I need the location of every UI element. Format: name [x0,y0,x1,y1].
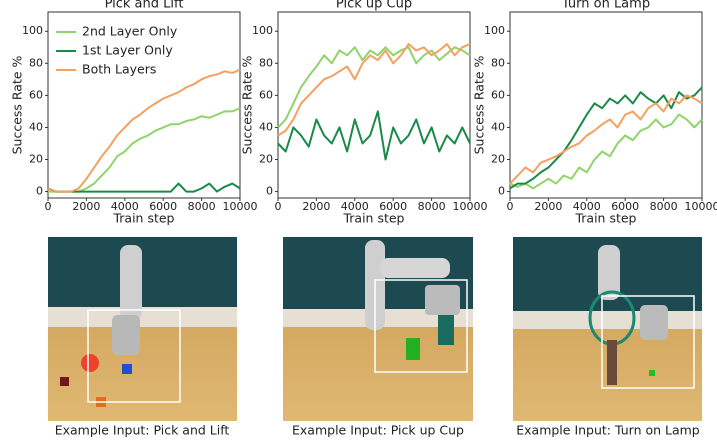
x-tick-label: 10000 [223,200,258,213]
y-axis-label: Success Rate % [472,55,487,154]
plot-frame [47,11,241,199]
series-line [509,86,703,190]
x-tick-label: 0 [45,200,52,213]
y-tick-label: 40 [29,120,43,133]
x-tick-label: 2000 [72,200,100,213]
y-tick-label: 20 [491,153,505,166]
x-tick-label: 4000 [111,200,139,213]
plot-frame [277,11,471,199]
y-tick-label: 20 [259,153,273,166]
y-tick-label: 0 [36,185,43,198]
y-tick-label: 0 [266,185,273,198]
legend-label: 1st Layer Only [82,43,173,58]
x-axis-label: Train step [574,211,636,226]
x-tick-label: 2000 [302,200,330,213]
series-line [509,113,703,190]
x-tick-label: 10000 [685,200,717,213]
x-tick-label: 6000 [149,200,177,213]
y-tick-label: 40 [491,120,505,133]
example-image [283,237,473,421]
x-tick-label: 2000 [534,200,562,213]
y-tick-label: 20 [29,153,43,166]
x-axis-label: Train step [112,211,174,226]
series-line [277,46,471,129]
y-axis-label: Success Rate % [10,55,25,154]
x-tick-label: 10000 [453,200,488,213]
chart-title: Pick and Lift [105,0,184,12]
y-tick-label: 80 [491,56,505,69]
x-tick-label: 6000 [379,200,407,213]
series-line [47,68,241,193]
y-tick-label: 80 [259,56,273,69]
chart-title: Pick up Cup [336,0,412,12]
x-tick-label: 8000 [188,200,216,213]
x-tick-label: 4000 [341,200,369,213]
chart-title: Turn on Lamp [561,0,650,12]
y-tick-label: 60 [491,88,505,101]
x-tick-label: 0 [507,200,514,213]
y-tick-label: 40 [259,120,273,133]
series-line [277,43,471,137]
y-tick-label: 60 [29,88,43,101]
legend-label: 2nd Layer Only [82,24,178,39]
y-tick-label: 0 [498,185,505,198]
y-tick-label: 100 [484,24,505,37]
y-tick-label: 80 [29,56,43,69]
example-image [48,237,237,421]
x-tick-label: 6000 [611,200,639,213]
y-tick-label: 100 [22,24,43,37]
y-axis-label: Success Rate % [240,55,255,154]
x-axis-label: Train step [342,211,404,226]
x-tick-label: 8000 [418,200,446,213]
series-line [47,182,241,193]
y-tick-label: 100 [252,24,273,37]
example-image [513,237,702,421]
legend-label: Both Layers [82,62,156,77]
caption: Example Input: Turn on Lamp [516,423,700,438]
y-tick-label: 60 [259,88,273,101]
caption: Example Input: Pick up Cup [292,423,464,438]
x-tick-label: 8000 [650,200,678,213]
caption: Example Input: Pick and Lift [55,423,230,438]
series-line [509,94,703,185]
x-tick-label: 0 [275,200,282,213]
x-tick-label: 4000 [573,200,601,213]
series-line [277,110,471,161]
